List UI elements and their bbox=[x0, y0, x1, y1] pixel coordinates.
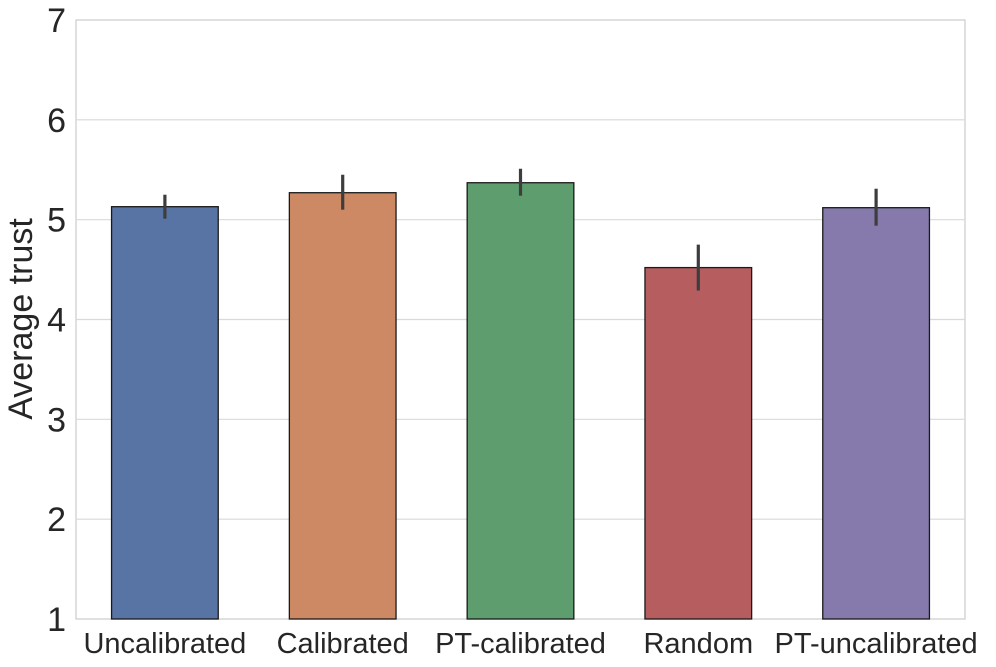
bar-pt-uncalibrated bbox=[822, 207, 931, 620]
x-tick-labels: Uncalibrated Calibrated PT-calibrated Rando… bbox=[83, 628, 977, 660]
y-tick-label: 3 bbox=[47, 401, 66, 439]
x-tick-label: Uncalibrated bbox=[83, 628, 246, 660]
bar-uncalibrated bbox=[110, 206, 219, 620]
y-tick-label: 4 bbox=[47, 302, 66, 340]
y-tick-label: 5 bbox=[47, 202, 66, 240]
x-tick-label: Random bbox=[643, 628, 753, 660]
y-tick-labels: 1 2 3 4 5 6 7 bbox=[47, 2, 66, 639]
y-tick-label: 6 bbox=[47, 102, 66, 140]
bar-random bbox=[644, 266, 753, 620]
y-axis-title: Average trust bbox=[2, 218, 40, 420]
y-tick-label: 1 bbox=[47, 601, 66, 639]
y-tick-label: 7 bbox=[47, 2, 66, 40]
error-bars bbox=[163, 168, 878, 291]
x-tick-label: PT-calibrated bbox=[435, 628, 606, 660]
y-tick-label: 2 bbox=[47, 501, 66, 539]
x-tick-label: Calibrated bbox=[277, 628, 409, 660]
x-tick-label: PT-uncalibrated bbox=[775, 628, 978, 660]
bars bbox=[110, 182, 931, 620]
bar-calibrated bbox=[288, 192, 397, 620]
bar-pt-calibrated bbox=[466, 182, 575, 620]
